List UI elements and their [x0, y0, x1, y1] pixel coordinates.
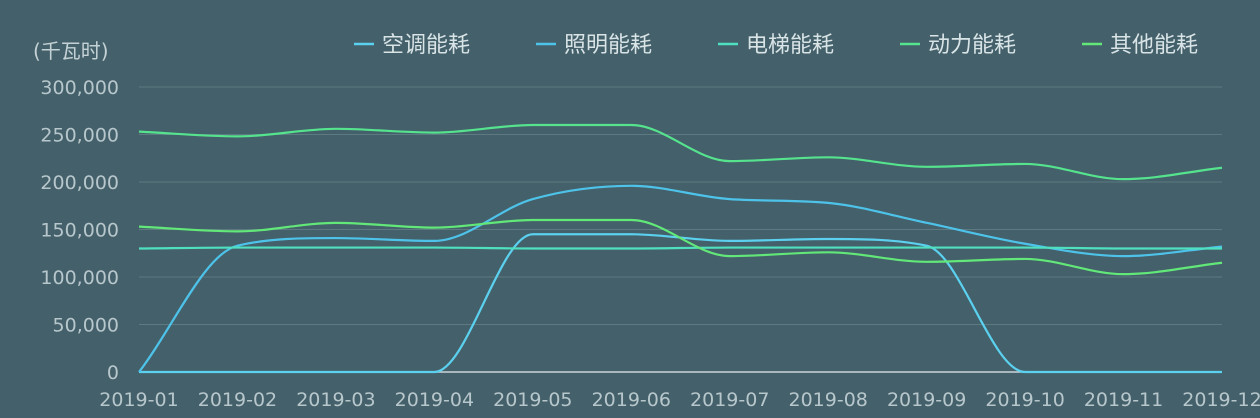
legend-label: 空调能耗: [382, 33, 470, 58]
series-line-2[interactable]: [138, 246, 1223, 250]
legend-item-2[interactable]: 电梯能耗: [718, 33, 834, 58]
x-tick-label: 2019-01: [99, 389, 178, 411]
series-lines: [138, 123, 1223, 374]
legend-label: 动力能耗: [928, 33, 1016, 58]
x-tick-label: 2019-08: [788, 389, 867, 411]
y-axis-ticks: 0 50,000 100,000 150,000 200,000 250,000 300,0…: [40, 77, 119, 384]
x-tick-label: 2019-11: [1084, 389, 1163, 411]
y-tick-label: 150,000: [40, 220, 119, 242]
legend: 空调能耗 照明能耗 电梯能耗 动力能耗 其他能耗: [354, 33, 1198, 58]
series-line-4[interactable]: [138, 218, 1223, 276]
legend-item-0[interactable]: 空调能耗: [354, 33, 470, 58]
grid-lines: [139, 86, 1222, 325]
x-tick-label: 2019-10: [985, 389, 1064, 411]
x-tick-label: 2019-06: [592, 389, 671, 411]
legend-label: 电梯能耗: [746, 33, 834, 58]
x-tick-label: 2019-04: [395, 389, 474, 411]
y-tick-label: 0: [107, 362, 119, 384]
x-axis-ticks: 2019-01 2019-02 2019-03 2019-04 2019-05 2019-…: [99, 389, 1260, 411]
series-line-1[interactable]: [138, 184, 1223, 373]
x-tick-label: 2019-12: [1182, 389, 1260, 411]
x-tick-label: 2019-03: [296, 389, 375, 411]
x-tick-label: 2019-02: [198, 389, 277, 411]
legend-item-3[interactable]: 动力能耗: [900, 33, 1016, 58]
legend-item-1[interactable]: 照明能耗: [536, 33, 652, 58]
y-tick-label: 100,000: [40, 267, 119, 289]
y-tick-label: 300,000: [40, 77, 119, 99]
x-tick-label: 2019-09: [887, 389, 966, 411]
legend-label: 照明能耗: [564, 33, 652, 58]
y-tick-label: 50,000: [53, 315, 119, 337]
x-tick-label: 2019-07: [690, 389, 769, 411]
series-line-0[interactable]: [139, 233, 1222, 374]
legend-label: 其他能耗: [1110, 33, 1198, 58]
y-axis-unit-label: (千瓦时): [33, 39, 109, 63]
legend-item-4[interactable]: 其他能耗: [1082, 33, 1198, 58]
y-tick-label: 250,000: [40, 125, 119, 147]
y-tick-label: 200,000: [40, 172, 119, 194]
x-tick-label: 2019-05: [493, 389, 572, 411]
series-line-3[interactable]: [138, 123, 1223, 181]
